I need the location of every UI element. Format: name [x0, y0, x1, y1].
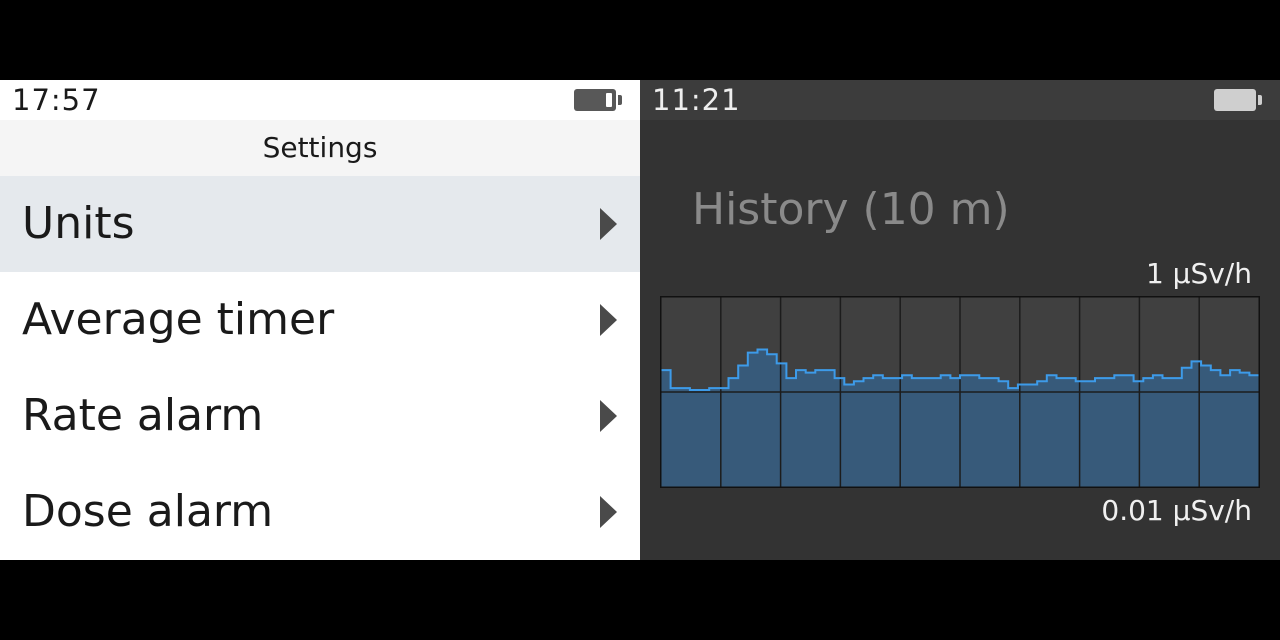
chevron-right-icon [600, 400, 617, 432]
history-title: History (10 m) [692, 184, 1010, 235]
battery-icon [574, 89, 622, 111]
menu-item-average-timer[interactable]: Average timer [0, 272, 640, 368]
menu-item-dose-alarm[interactable]: Dose alarm [0, 464, 640, 560]
status-bar: 17:57 [0, 80, 640, 120]
settings-menu: Units Average timer Rate alarm Dose alar… [0, 176, 640, 560]
history-chart [660, 296, 1260, 488]
chevron-right-icon [600, 208, 617, 240]
page-title: Settings [262, 131, 378, 164]
status-clock: 11:21 [652, 83, 741, 117]
chevron-right-icon [600, 496, 617, 528]
scale-min-label: 0.01 µSv/h [1101, 494, 1252, 527]
menu-item-label: Rate alarm [22, 390, 264, 441]
chevron-right-icon [600, 304, 617, 336]
menu-item-label: Units [22, 198, 135, 249]
status-bar: 11:21 [640, 80, 1280, 120]
battery-icon [1214, 89, 1262, 111]
title-bar: Settings [0, 120, 640, 176]
status-clock: 17:57 [12, 83, 101, 117]
menu-item-label: Average timer [22, 294, 335, 345]
menu-item-units[interactable]: Units [0, 176, 640, 272]
menu-item-label: Dose alarm [22, 486, 274, 537]
history-screen: 11:21 History (10 m) 1 µSv/h 0.01 µSv/h [640, 80, 1280, 560]
chart-border [660, 296, 1260, 488]
settings-screen: 17:57 Settings Units Average timer Rate … [0, 80, 640, 560]
chart-series-line [661, 348, 1259, 391]
menu-item-rate-alarm[interactable]: Rate alarm [0, 368, 640, 464]
scale-max-label: 1 µSv/h [1145, 257, 1252, 290]
